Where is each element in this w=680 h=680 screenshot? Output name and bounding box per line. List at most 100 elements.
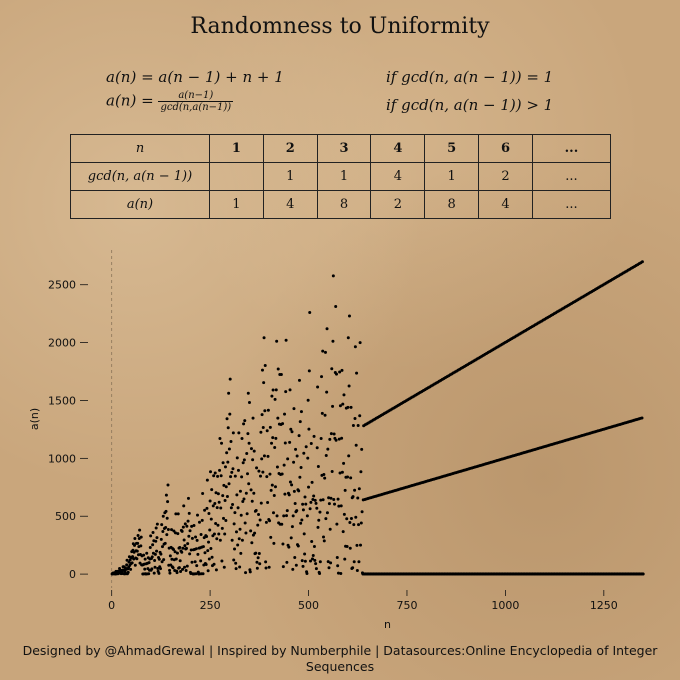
table-cell: ... [531, 190, 612, 219]
data-point [271, 436, 275, 440]
data-point [329, 561, 333, 565]
data-point [223, 498, 227, 502]
table-cell: 4 [262, 190, 318, 219]
table-cell: a(n) [70, 190, 210, 219]
data-point [359, 543, 363, 547]
x-tick-label: 1250 [590, 599, 618, 612]
data-point [321, 498, 325, 502]
data-point [270, 394, 274, 398]
data-point [233, 547, 237, 551]
data-point [157, 571, 161, 575]
data-point [230, 538, 234, 542]
data-point [168, 554, 172, 558]
data-point [257, 469, 261, 473]
data-point [311, 553, 315, 557]
data-point [155, 536, 159, 540]
data-point [354, 515, 358, 519]
data-point [641, 572, 645, 576]
data-point [312, 434, 316, 438]
data-point [337, 437, 341, 441]
data-point [135, 557, 139, 561]
data-point [237, 537, 241, 541]
data-point [298, 420, 302, 424]
data-point [359, 470, 363, 474]
data-point [204, 563, 208, 566]
data-point [260, 368, 264, 372]
data-point [248, 570, 252, 574]
data-point [266, 500, 270, 504]
data-point [276, 367, 280, 371]
chart-title: Randomness to Uniformity [190, 14, 490, 39]
data-point [284, 514, 288, 518]
data-point [251, 458, 255, 462]
data-point [255, 466, 259, 470]
data-point [322, 535, 325, 539]
data-point [145, 551, 149, 555]
data-point [226, 460, 230, 464]
data-point [231, 503, 235, 507]
data-point [293, 556, 297, 560]
data-point [256, 523, 260, 527]
data-point [154, 526, 158, 530]
data-point [258, 518, 262, 522]
data-point [314, 562, 318, 566]
data-point [238, 565, 242, 569]
data-point [214, 522, 218, 526]
data-point [332, 498, 336, 502]
data-point [231, 431, 235, 435]
data-point [271, 388, 275, 392]
data-point [273, 397, 277, 401]
data-point [187, 511, 191, 515]
table-row: a(n) 1 4 8 2 8 4 ... [70, 190, 612, 219]
data-point [136, 541, 140, 545]
data-point [196, 513, 200, 517]
data-point [225, 451, 229, 455]
data-point [205, 534, 209, 538]
data-point [275, 339, 279, 343]
data-point [254, 509, 258, 513]
table-cell: gcd(n, a(n − 1)) [70, 162, 210, 191]
data-point [168, 568, 172, 572]
data-point [310, 480, 314, 484]
data-point [259, 430, 263, 434]
data-point [343, 488, 347, 492]
data-point [175, 551, 179, 555]
data-point [218, 436, 222, 440]
data-point [238, 527, 242, 531]
fraction-numerator: a(n−1) [158, 90, 234, 102]
x-tick-label: 750 [396, 599, 417, 612]
data-point [297, 434, 301, 438]
data-point [266, 408, 270, 412]
data-point [206, 549, 210, 553]
data-point [148, 545, 152, 549]
data-point [162, 558, 166, 562]
table-header-cell: 3 [316, 134, 372, 163]
data-point [184, 569, 188, 573]
data-point [176, 512, 180, 516]
data-point [357, 487, 361, 491]
y-tick-label: 0 [69, 568, 76, 581]
data-point [182, 538, 186, 542]
data-point [153, 558, 157, 562]
data-point [186, 496, 190, 500]
data-point [216, 492, 220, 496]
data-point [208, 499, 212, 503]
data-point [139, 544, 143, 548]
data-point [284, 338, 288, 342]
data-point [294, 563, 298, 567]
data-point [336, 497, 340, 501]
data-point [183, 565, 187, 569]
data-point [640, 416, 644, 420]
data-point [155, 522, 159, 526]
data-point [147, 572, 151, 576]
data-point [184, 546, 188, 550]
data-point [269, 488, 273, 492]
data-point [181, 525, 185, 529]
data-point [218, 468, 222, 472]
table-header-cell: 2 [262, 134, 318, 163]
data-point [199, 533, 203, 537]
data-point [330, 469, 334, 473]
data-point [320, 411, 324, 415]
data-point [215, 506, 219, 510]
data-point [210, 555, 214, 559]
